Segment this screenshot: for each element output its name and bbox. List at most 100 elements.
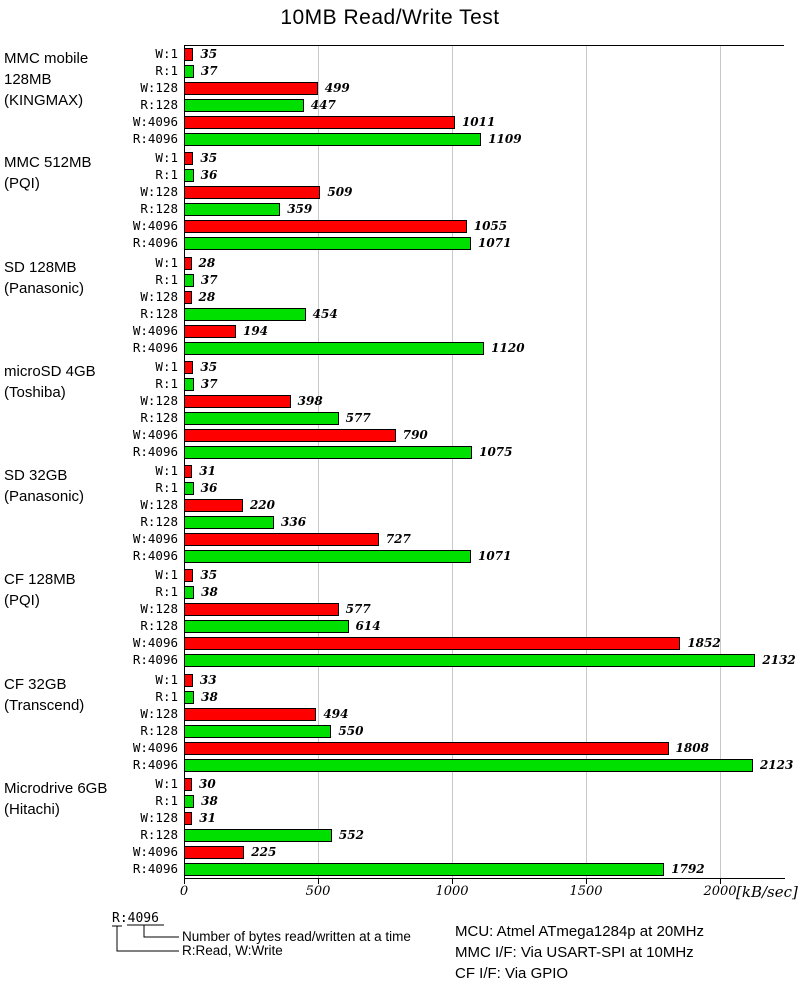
group-label-line: (Hitachi) (4, 800, 60, 818)
group-label-line: MMC 512MB (4, 154, 92, 172)
bar-label: R:1 (155, 480, 178, 495)
bar-value: 1055 (473, 219, 508, 234)
group-label: SD 32GB (Panasonic) (4, 465, 164, 507)
bar-label: W:128 (140, 497, 178, 512)
x-axis-tick (586, 879, 587, 884)
group-label: MMC mobile 128MB (KINGMAX) (4, 48, 164, 111)
bar-value: 31 (199, 810, 216, 825)
write-bar (184, 465, 193, 478)
group-label: SD 128MB (Panasonic) (4, 257, 164, 299)
write-bar (184, 637, 681, 651)
write-bar (184, 220, 467, 234)
read-bar (184, 273, 194, 287)
x-axis-tick (452, 879, 453, 884)
bar-value: 28 (198, 255, 216, 270)
read-bar (184, 482, 194, 495)
bar-value: 220 (249, 498, 276, 512)
write-bar (184, 256, 192, 270)
bar-label: R:1 (155, 63, 178, 78)
group-label: MMC 512MB (PQI) (4, 152, 164, 194)
gridline (452, 45, 453, 879)
bar-label: W:4096 (132, 114, 178, 129)
bar-value: 509 (327, 185, 353, 200)
x-axis-tick (184, 879, 185, 884)
read-bar (184, 203, 281, 217)
bar-label: R:1 (155, 375, 178, 391)
group-label-line: (Transcend) (4, 696, 85, 714)
group-label-line: (KINGMAX) (4, 92, 84, 109)
read-bar (184, 169, 194, 183)
bar-value: 38 (201, 689, 218, 704)
bar-value: 1808 (675, 740, 709, 755)
bar-label: W:4096 (132, 218, 178, 234)
bar-label: W:4096 (132, 322, 178, 338)
bar-value: 499 (324, 81, 350, 95)
x-tick-label: 500 (305, 884, 331, 899)
bar-label: R:1 (155, 688, 178, 704)
bar-label: R:4096 (132, 860, 178, 876)
bar-label: R:128 (140, 409, 178, 425)
read-bar (184, 133, 482, 146)
bar-value: 550 (338, 723, 364, 738)
bar-value: 37 (200, 376, 218, 391)
read-bar (184, 99, 304, 112)
legend-note-bytes: Number of bytes read/written at a time (182, 929, 411, 944)
group-label-line: (PQI) (4, 175, 40, 193)
bar-label: R:1 (155, 584, 178, 600)
x-axis-tick (318, 879, 319, 884)
bar-label: W:1 (155, 463, 178, 478)
bar-label: W:128 (140, 809, 178, 825)
group-label-line: CF 32GB (4, 675, 67, 693)
group-label-line: (Panasonic) (4, 279, 85, 297)
read-bar (184, 724, 332, 738)
bar-value: 35 (200, 151, 218, 166)
bar-label: W:1 (155, 671, 178, 687)
bar-label: W:128 (140, 288, 178, 304)
bar-label: R:128 (140, 826, 178, 842)
x-axis-unit: [kB/sec] (736, 883, 798, 901)
bar-label: R:1 (155, 271, 178, 287)
write-bar (184, 603, 339, 617)
bar-value: 28 (198, 289, 216, 304)
bar-label: R:1 (155, 792, 178, 808)
bar-label: R:4096 (132, 339, 178, 355)
bar-value: 194 (242, 323, 269, 338)
write-bar (184, 186, 321, 200)
bar-value: 2123 (759, 757, 794, 772)
bar-value: 494 (323, 706, 349, 721)
read-bar (184, 690, 195, 704)
bar-value: 38 (201, 585, 218, 600)
write-bar (184, 152, 194, 166)
bar-label: W:4096 (132, 739, 178, 755)
bar-label: W:4096 (132, 635, 178, 651)
read-bar (184, 516, 275, 529)
read-bar (184, 586, 195, 600)
bar-value: 552 (338, 827, 364, 842)
info-line-cf: CF I/F: Via GPIO (455, 965, 569, 982)
info-line-mmc: MMC I/F: Via USART-SPI at 10MHz (455, 944, 694, 961)
bar-value: 36 (200, 168, 218, 183)
write-bar (184, 428, 396, 442)
bar-value: 36 (200, 481, 218, 495)
bar-value: 35 (200, 359, 218, 374)
bar-value: 37 (200, 64, 218, 78)
group-label-line: SD 32GB (4, 467, 68, 484)
read-bar (184, 237, 472, 251)
bar-label: R:4096 (132, 548, 178, 563)
bar-label: R:128 (140, 722, 178, 738)
bar-value: 225 (251, 844, 277, 859)
bar-label: W:4096 (132, 426, 178, 442)
bar-value: 1075 (479, 444, 513, 459)
write-bar (184, 48, 194, 61)
bar-value: 454 (312, 306, 338, 321)
write-bar (184, 811, 193, 825)
bar-label: R:4096 (132, 235, 178, 251)
bar-label: R:4096 (132, 443, 178, 459)
read-bar (184, 794, 195, 808)
bar-label: W:128 (140, 80, 178, 95)
bar-label: W:1 (155, 775, 178, 791)
read-bar (184, 307, 306, 321)
legend-note-readwrite: R:Read, W:Write (182, 943, 283, 958)
bar-value: 30 (199, 776, 216, 791)
read-bar (184, 654, 756, 668)
